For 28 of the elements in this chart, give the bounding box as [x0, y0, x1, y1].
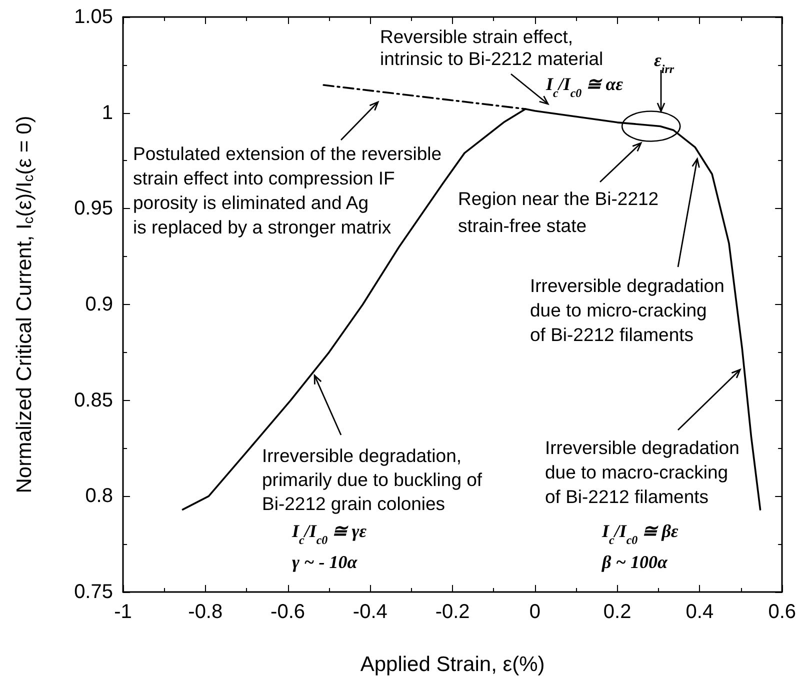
x-tick-label: -1	[114, 601, 132, 623]
x-axis-title: Applied Strain, ε(%)	[360, 653, 545, 676]
annotation: Irreversible degradation due to macro-cracking of Bi-2212 filaments	[545, 437, 740, 507]
annotation: I$_{c}$/I$_{c0}$ ≅ αε	[545, 74, 624, 100]
y-tick-label: 1.05	[74, 6, 113, 28]
x-tick-label: -0.2	[435, 601, 470, 623]
annotation: I$_{c}$/I$_{c0}$ ≅ βε β ~ 100α	[601, 521, 679, 572]
y-tick-label: 0.75	[74, 581, 113, 603]
y-tick-label: 0.85	[74, 389, 113, 412]
y-tick-label: 0.8	[85, 485, 113, 508]
annotation: Irreversible degradation due to micro-cracking of Bi-2212 filaments	[530, 275, 724, 345]
x-tick-label: -0.8	[188, 601, 223, 623]
annotation: I$_{c}$/I$_{c0}$ ≅ γε γ ~ - 10α	[291, 521, 368, 572]
annotation: Irreversible degradation, primarily due to buckling of Bi-2212 grain colonies	[262, 445, 483, 514]
x-tick-label: 0.2	[603, 601, 632, 623]
x-tick-label: 0	[529, 601, 540, 623]
x-tick-label: -0.6	[270, 601, 306, 623]
y-tick-label: 1	[102, 102, 113, 124]
annotation: Region near the Bi-2212 strain-free state	[458, 188, 659, 236]
x-tick-label: 0.4	[686, 601, 714, 623]
annotation: Reversible strain effect, intrinsic to Bi-2212 material	[380, 26, 604, 69]
annotation: ε$_{irr}$	[654, 50, 674, 76]
x-tick-label: -0.4	[352, 601, 388, 623]
annotation: Postulated extension of the reversible strain effect into compression IF porosity is eliminated and Ag is replaced by a stronger matrix	[133, 143, 442, 238]
x-tick-label: 0.6	[768, 601, 796, 623]
y-tick-label: 0.9	[85, 294, 113, 316]
y-axis-title: Normalized Critical Current, Ic(ε)/Ic(ε = 0)	[13, 116, 36, 494]
y-tick-label: 0.95	[74, 198, 113, 220]
